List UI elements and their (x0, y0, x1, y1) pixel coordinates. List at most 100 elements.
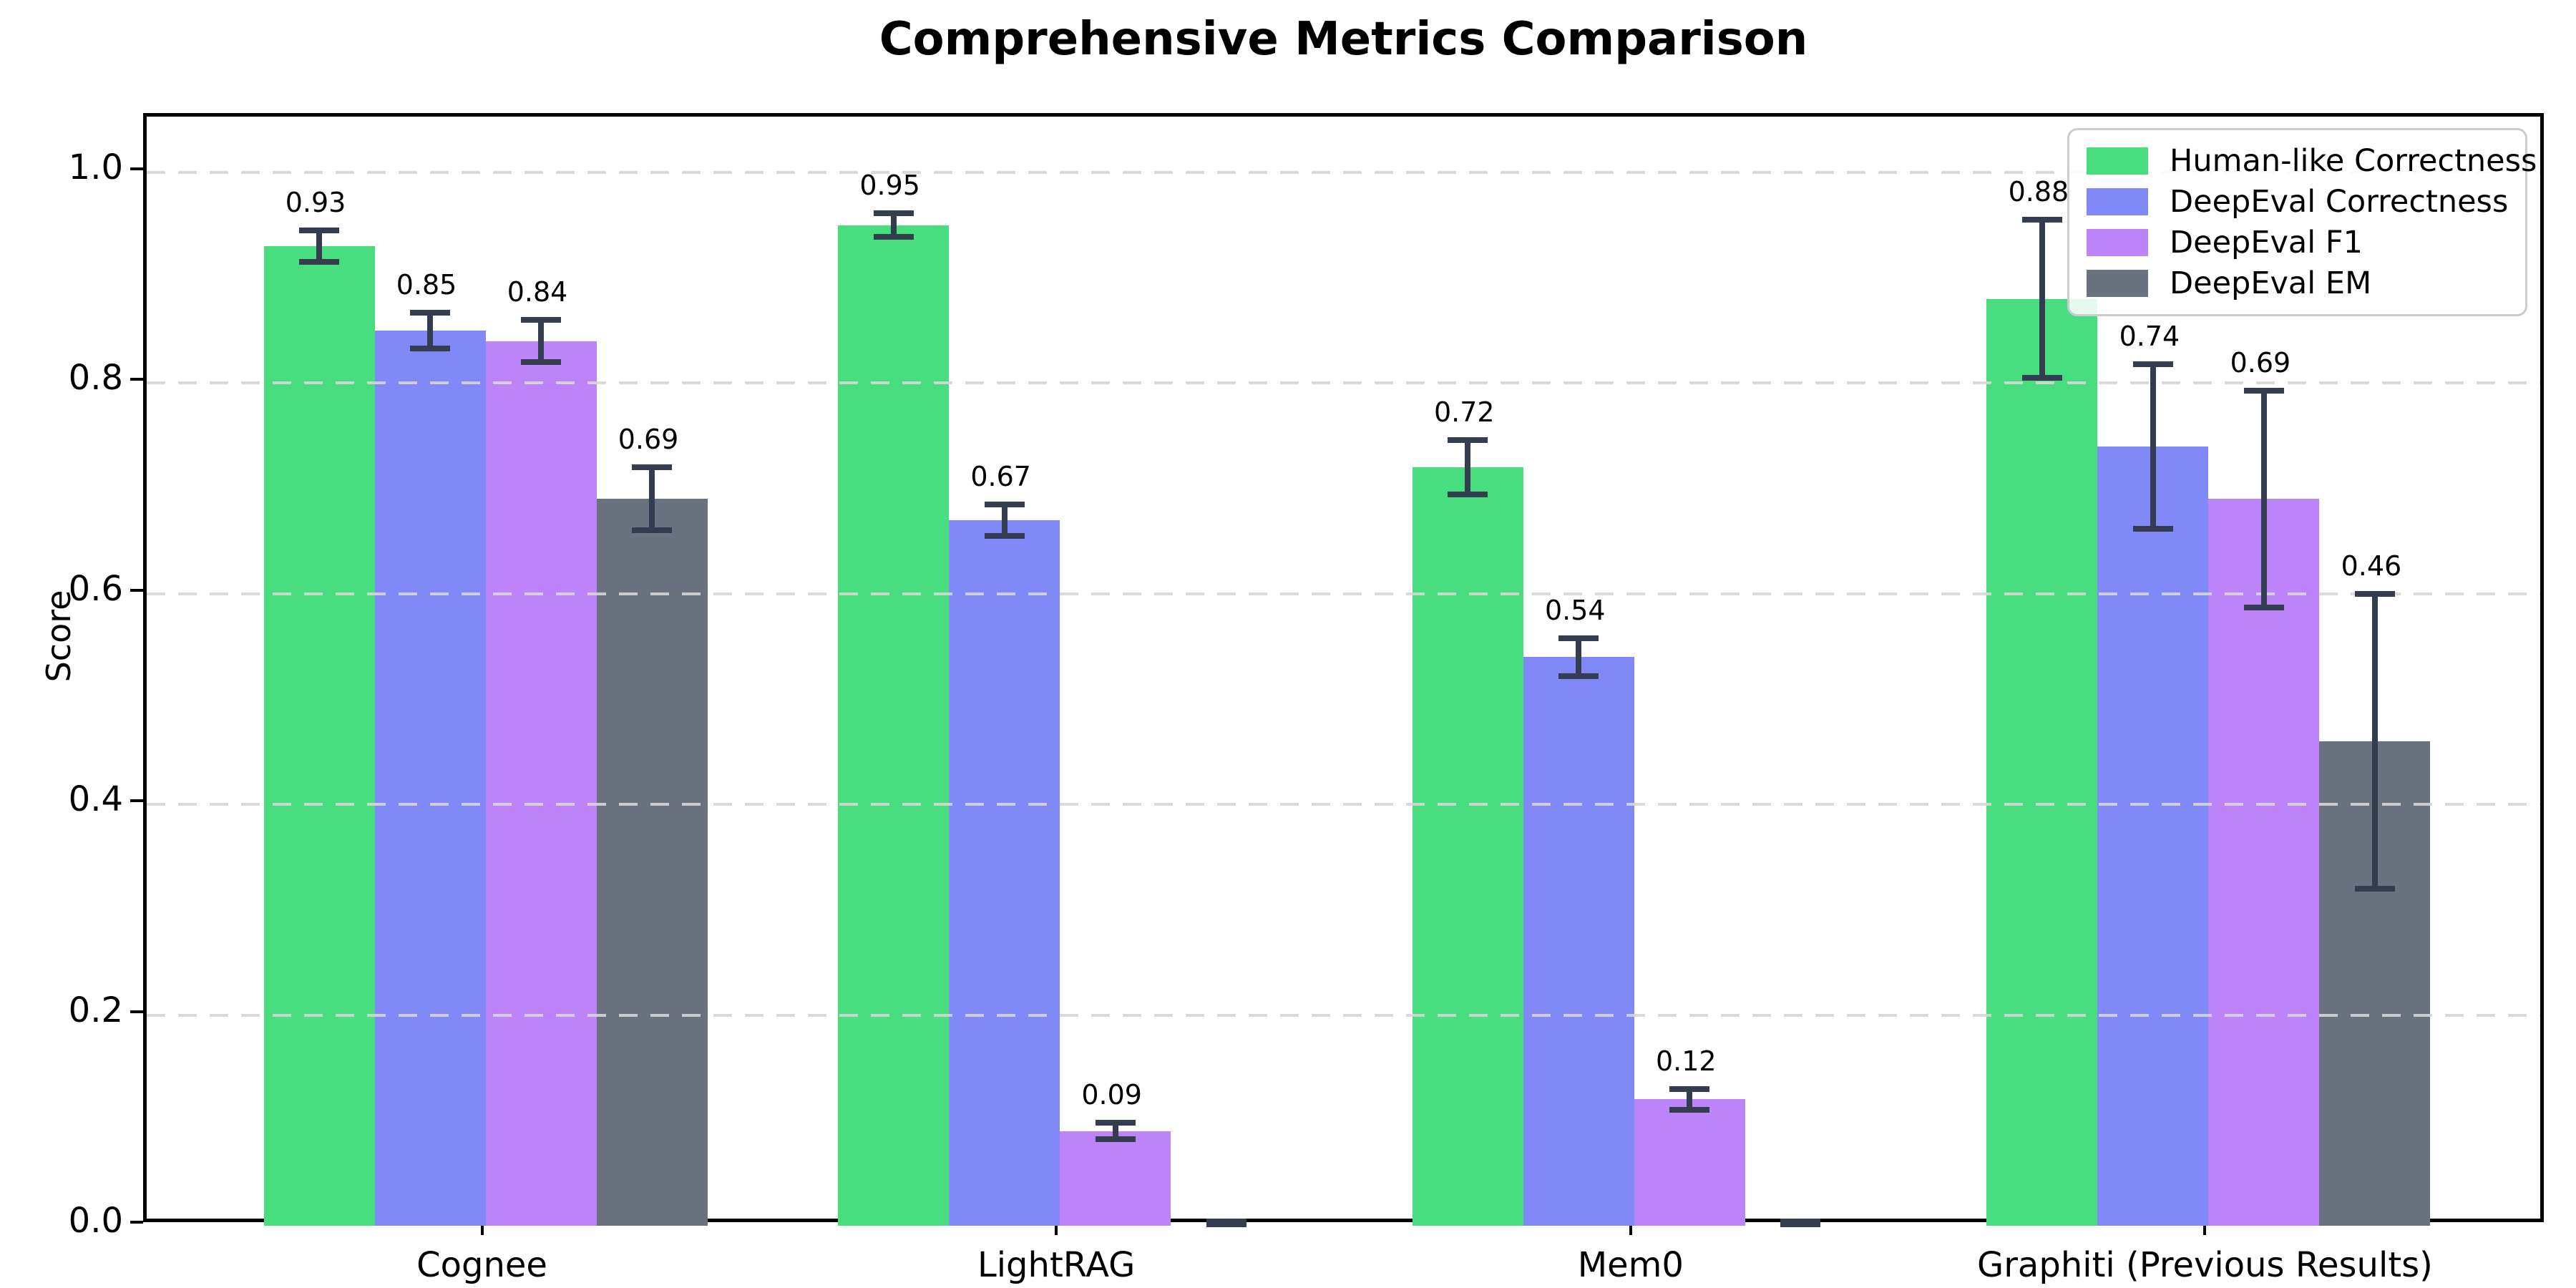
y-tick-mark (130, 378, 143, 381)
error-bar-cap (2021, 375, 2062, 381)
bar-value-label: 0.69 (618, 424, 679, 456)
error-bar-cap (873, 210, 914, 217)
error-bar (1465, 439, 1471, 495)
y-tick-label: 0.6 (68, 568, 123, 609)
error-bar-cap (1558, 673, 1599, 679)
error-bar-cap (632, 464, 673, 471)
bar-value-label: 0.46 (2341, 550, 2402, 582)
bar-deepeval-correctness (374, 330, 486, 1226)
bar-deepeval-f1 (485, 341, 597, 1226)
bar-deepeval-correctness (2097, 446, 2209, 1226)
bar-deepeval-f1 (2208, 499, 2320, 1226)
error-bar (538, 320, 545, 362)
legend-item: Human-like Correctness (2087, 143, 2537, 179)
error-bar (2039, 220, 2045, 379)
error-bar-cap (1448, 436, 1488, 443)
bar-value-label: 0.09 (1081, 1078, 1142, 1111)
y-tick-mark (130, 1010, 143, 1013)
error-bar (1001, 504, 1008, 536)
x-tick-mark (1629, 1222, 1632, 1235)
bar-human-like-correctness (838, 225, 950, 1226)
error-bar-cap (2243, 387, 2284, 394)
legend-label: DeepEval F1 (2170, 225, 2363, 260)
legend-label: DeepEval EM (2170, 265, 2372, 301)
x-tick-label-3: Graphiti (Previous Results) (1977, 1245, 2433, 1285)
y-tick-mark (130, 799, 143, 803)
error-bar-cap (1780, 1221, 1821, 1227)
error-bar-cap (2354, 885, 2395, 892)
bar-value-label: 0.84 (507, 276, 568, 308)
error-bar-cap (1558, 635, 1599, 641)
error-bar-cap (1095, 1136, 1136, 1143)
legend-item: DeepEval Correctness (2087, 184, 2508, 220)
y-tick-mark (130, 1221, 143, 1224)
gridline-0.4 (147, 803, 2540, 806)
y-tick-label: 0.2 (68, 990, 123, 1030)
error-bar-cap (2132, 361, 2173, 367)
legend-item: DeepEval F1 (2087, 225, 2508, 260)
bar-value-label: 0.85 (396, 268, 457, 301)
error-bar-cap (873, 233, 914, 240)
bar-value-label: 0.72 (1434, 396, 1495, 428)
legend-item: DeepEval EM (2087, 265, 2508, 301)
error-bar (890, 213, 897, 237)
error-bar-cap (2354, 590, 2395, 597)
error-bar (649, 467, 655, 531)
bar-deepeval-f1 (1060, 1131, 1171, 1226)
bar-value-label: 0.67 (970, 460, 1031, 492)
error-bar (2150, 364, 2156, 529)
bar-deepeval-em (596, 499, 708, 1226)
bar-value-label: 0.74 (2119, 320, 2180, 352)
bar-human-like-correctness (1986, 298, 2098, 1226)
error-bar-cap (410, 309, 451, 316)
bar-deepeval-correctness (1523, 657, 1634, 1226)
error-bar-cap (410, 345, 451, 351)
gridline-0.8 (147, 381, 2540, 385)
error-bar-cap (2243, 604, 2284, 610)
y-tick-label: 0.0 (68, 1201, 123, 1241)
x-tick-label-1: LightRAG (977, 1245, 1136, 1285)
error-bar-cap (2132, 525, 2173, 532)
error-bar (2371, 593, 2378, 889)
x-tick-mark (480, 1222, 484, 1235)
gridline-0.2 (147, 1013, 2540, 1017)
error-bar (1576, 638, 1582, 676)
error-bar-cap (984, 501, 1025, 507)
legend: Human-like Correctness DeepEval Correctne… (2067, 128, 2537, 316)
error-bar-cap (984, 532, 1025, 539)
bar-value-label: 0.95 (859, 170, 920, 202)
bar-value-label: 0.93 (285, 186, 346, 218)
bar-value-label: 0.54 (1545, 594, 1606, 626)
error-bar-cap (1206, 1221, 1246, 1227)
y-tick-label: 1.0 (68, 147, 123, 187)
error-bar (427, 312, 434, 348)
y-tick-mark (130, 167, 143, 170)
bar-value-label: 0.88 (2008, 176, 2069, 208)
error-bar (1687, 1088, 1693, 1111)
bar-deepeval-correctness (949, 519, 1060, 1226)
legend-swatch (2087, 270, 2148, 297)
y-tick-mark (130, 588, 143, 592)
legend-label: DeepEval Correctness (2170, 184, 2509, 220)
error-bar (1112, 1122, 1118, 1140)
x-tick-mark (2203, 1222, 2207, 1235)
error-bar-cap (521, 317, 562, 323)
error-bar-cap (1669, 1085, 1710, 1092)
error-bar (2260, 390, 2267, 608)
bar-deepeval-f1 (1634, 1099, 1745, 1226)
error-bar-cap (299, 259, 340, 265)
gridline-0.6 (147, 592, 2540, 595)
bar-human-like-correctness (263, 246, 375, 1226)
x-tick-mark (1055, 1222, 1058, 1235)
error-bar-cap (1095, 1119, 1136, 1126)
error-bar-cap (521, 358, 562, 365)
error-bar-cap (1448, 492, 1488, 498)
legend-swatch (2087, 147, 2148, 175)
bar-human-like-correctness (1412, 467, 1523, 1226)
legend-swatch (2087, 229, 2148, 256)
bar-value-label: 0.69 (2230, 346, 2291, 379)
error-bar-cap (299, 227, 340, 233)
error-bar-cap (632, 527, 673, 534)
x-tick-label-2: Mem0 (1577, 1245, 1684, 1285)
